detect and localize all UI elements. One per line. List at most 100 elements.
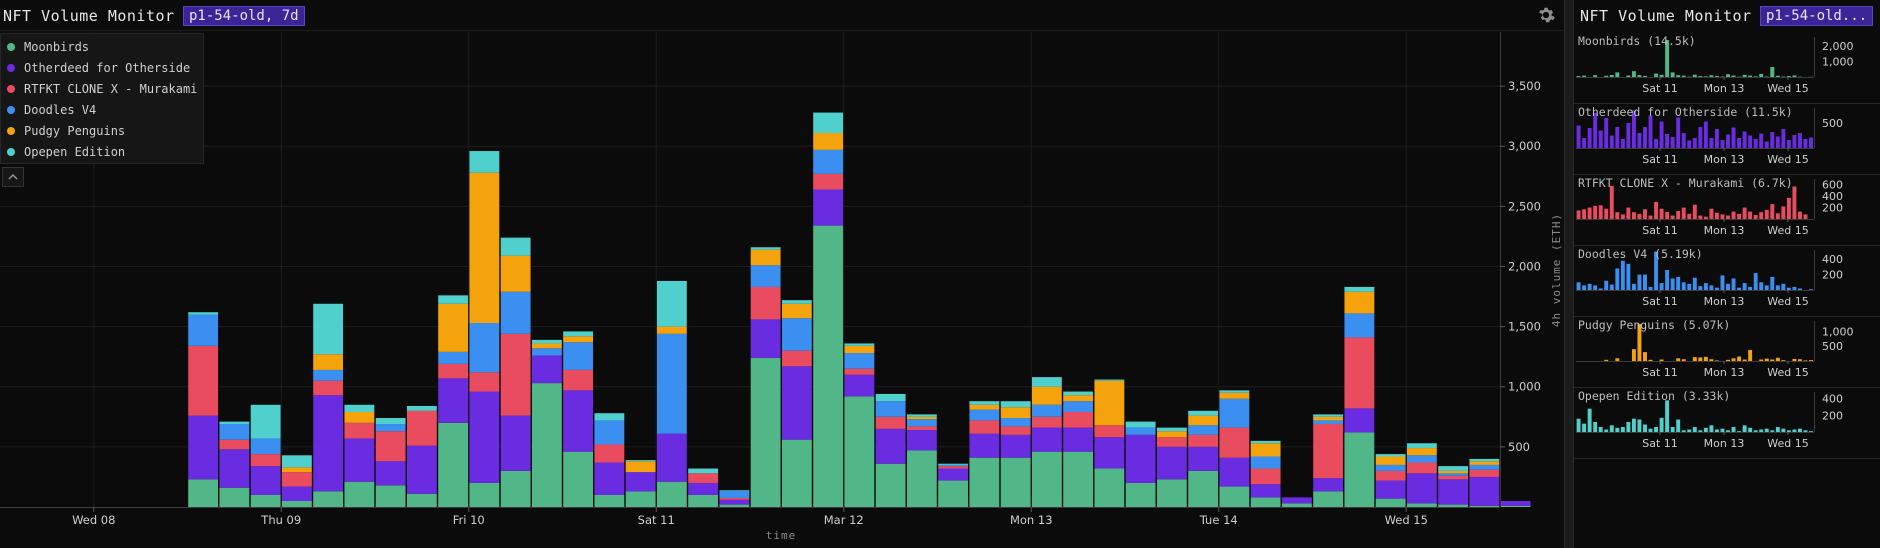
small-bar[interactable] xyxy=(1676,75,1681,77)
small-bar[interactable] xyxy=(1643,424,1647,433)
bar-segment[interactable] xyxy=(281,486,312,501)
small-bar[interactable] xyxy=(1620,139,1625,148)
small-bar[interactable] xyxy=(1659,359,1664,361)
small-bar[interactable] xyxy=(1797,133,1802,148)
small-bar[interactable] xyxy=(1598,130,1603,149)
small-bar[interactable] xyxy=(1643,209,1647,219)
bar-segment[interactable] xyxy=(344,438,375,482)
small-bar[interactable] xyxy=(1681,75,1686,77)
bar-segment[interactable] xyxy=(281,455,312,468)
bar-segment[interactable] xyxy=(1094,379,1125,381)
small-bar[interactable] xyxy=(1742,283,1747,290)
small-bar[interactable] xyxy=(1731,278,1736,290)
bar-segment[interactable] xyxy=(313,395,344,492)
bar-segment[interactable] xyxy=(1156,427,1187,432)
small-bar[interactable] xyxy=(1737,356,1742,361)
small-bar[interactable] xyxy=(1748,286,1753,290)
bar-segment[interactable] xyxy=(1000,407,1031,419)
bar-segment[interactable] xyxy=(1188,425,1219,435)
bar-segment[interactable] xyxy=(1188,446,1219,471)
small-bar[interactable] xyxy=(1770,276,1775,290)
bar-segment[interactable] xyxy=(375,418,406,425)
small-bar[interactable] xyxy=(1615,212,1620,219)
bar-segment[interactable] xyxy=(906,430,937,451)
bar-segment[interactable] xyxy=(1094,468,1125,507)
legend-item-otherdeed[interactable]: Otherdeed for Otherside xyxy=(7,59,190,77)
bar-segment[interactable] xyxy=(344,404,375,412)
small-bar[interactable] xyxy=(1803,139,1808,148)
bar-segment[interactable] xyxy=(781,300,812,304)
small-bar[interactable] xyxy=(1670,427,1675,432)
bar-segment[interactable] xyxy=(438,378,469,423)
bar-segment[interactable] xyxy=(625,491,656,507)
small-bar[interactable] xyxy=(1626,75,1631,77)
bar-segment[interactable] xyxy=(750,247,781,250)
bar-segment[interactable] xyxy=(1438,479,1469,505)
bar-segment[interactable] xyxy=(1406,443,1437,449)
bar-segment[interactable] xyxy=(719,490,750,498)
bar-segment[interactable] xyxy=(531,383,562,507)
bar-segment[interactable] xyxy=(250,466,281,495)
small-bar[interactable] xyxy=(1759,73,1764,77)
small-bar[interactable] xyxy=(1714,76,1719,77)
bar-segment[interactable] xyxy=(1375,470,1406,481)
bar-segment[interactable] xyxy=(688,482,719,495)
bar-segment[interactable] xyxy=(1031,427,1062,452)
small-bar[interactable] xyxy=(1681,133,1686,148)
bar-segment[interactable] xyxy=(1375,454,1406,457)
bar-segment[interactable] xyxy=(1375,498,1406,507)
small-bar[interactable] xyxy=(1759,429,1764,433)
bar-segment[interactable] xyxy=(1281,497,1312,504)
bar-segment[interactable] xyxy=(1500,500,1531,506)
small-bar[interactable] xyxy=(1698,76,1703,77)
small-bar[interactable] xyxy=(1598,205,1603,219)
small-bar[interactable] xyxy=(1703,427,1708,432)
bar-segment[interactable] xyxy=(500,291,531,334)
small-bar[interactable] xyxy=(1670,278,1675,290)
small-bar[interactable] xyxy=(1692,427,1697,432)
bar-segment[interactable] xyxy=(1344,337,1375,409)
small-bar[interactable] xyxy=(1593,205,1598,219)
bar-segment[interactable] xyxy=(750,357,781,507)
bar-segment[interactable] xyxy=(313,491,344,507)
small-bar[interactable] xyxy=(1604,118,1609,148)
bar-segment[interactable] xyxy=(844,374,875,397)
dataset-selector[interactable]: p1-54-old, 7d xyxy=(183,6,305,26)
small-bar[interactable] xyxy=(1648,215,1653,219)
bar-segment[interactable] xyxy=(1344,432,1375,507)
bar-segment[interactable] xyxy=(1219,457,1250,487)
bar-segment[interactable] xyxy=(375,485,406,507)
small-bar[interactable] xyxy=(1582,423,1587,432)
bar-segment[interactable] xyxy=(1063,451,1094,507)
bar-segment[interactable] xyxy=(1375,480,1406,499)
bar-segment[interactable] xyxy=(531,339,562,344)
small-bar[interactable] xyxy=(1654,251,1659,290)
small-bar[interactable] xyxy=(1720,140,1725,148)
bar-segment[interactable] xyxy=(938,466,969,469)
small-bar[interactable] xyxy=(1792,135,1797,148)
small-bar[interactable] xyxy=(1687,429,1692,433)
bar-segment[interactable] xyxy=(844,396,875,507)
bar-segment[interactable] xyxy=(1438,475,1469,480)
bar-segment[interactable] xyxy=(1250,443,1281,457)
bar-segment[interactable] xyxy=(656,333,687,434)
small-bar[interactable] xyxy=(1786,287,1791,290)
bar-segment[interactable] xyxy=(500,415,531,471)
bar-segment[interactable] xyxy=(375,424,406,432)
small-bar[interactable] xyxy=(1631,283,1636,290)
small-bar[interactable] xyxy=(1587,408,1592,432)
small-bar[interactable] xyxy=(1775,75,1780,77)
small-bar[interactable] xyxy=(1576,210,1581,219)
small-multiple-panel[interactable]: RTFKT CLONE X - Murakami (6.7k) 200 400 600… xyxy=(1574,175,1880,246)
bar-segment[interactable] xyxy=(594,462,625,495)
small-bar[interactable] xyxy=(1582,138,1587,148)
small-bar[interactable] xyxy=(1703,76,1708,77)
small-bar[interactable] xyxy=(1593,75,1598,77)
bar-segment[interactable] xyxy=(813,112,844,134)
small-bar[interactable] xyxy=(1637,213,1642,219)
small-bar[interactable] xyxy=(1809,360,1813,361)
bar-segment[interactable] xyxy=(469,391,500,483)
small-bar[interactable] xyxy=(1781,428,1786,432)
small-bar[interactable] xyxy=(1709,285,1714,290)
small-bar[interactable] xyxy=(1676,419,1681,433)
